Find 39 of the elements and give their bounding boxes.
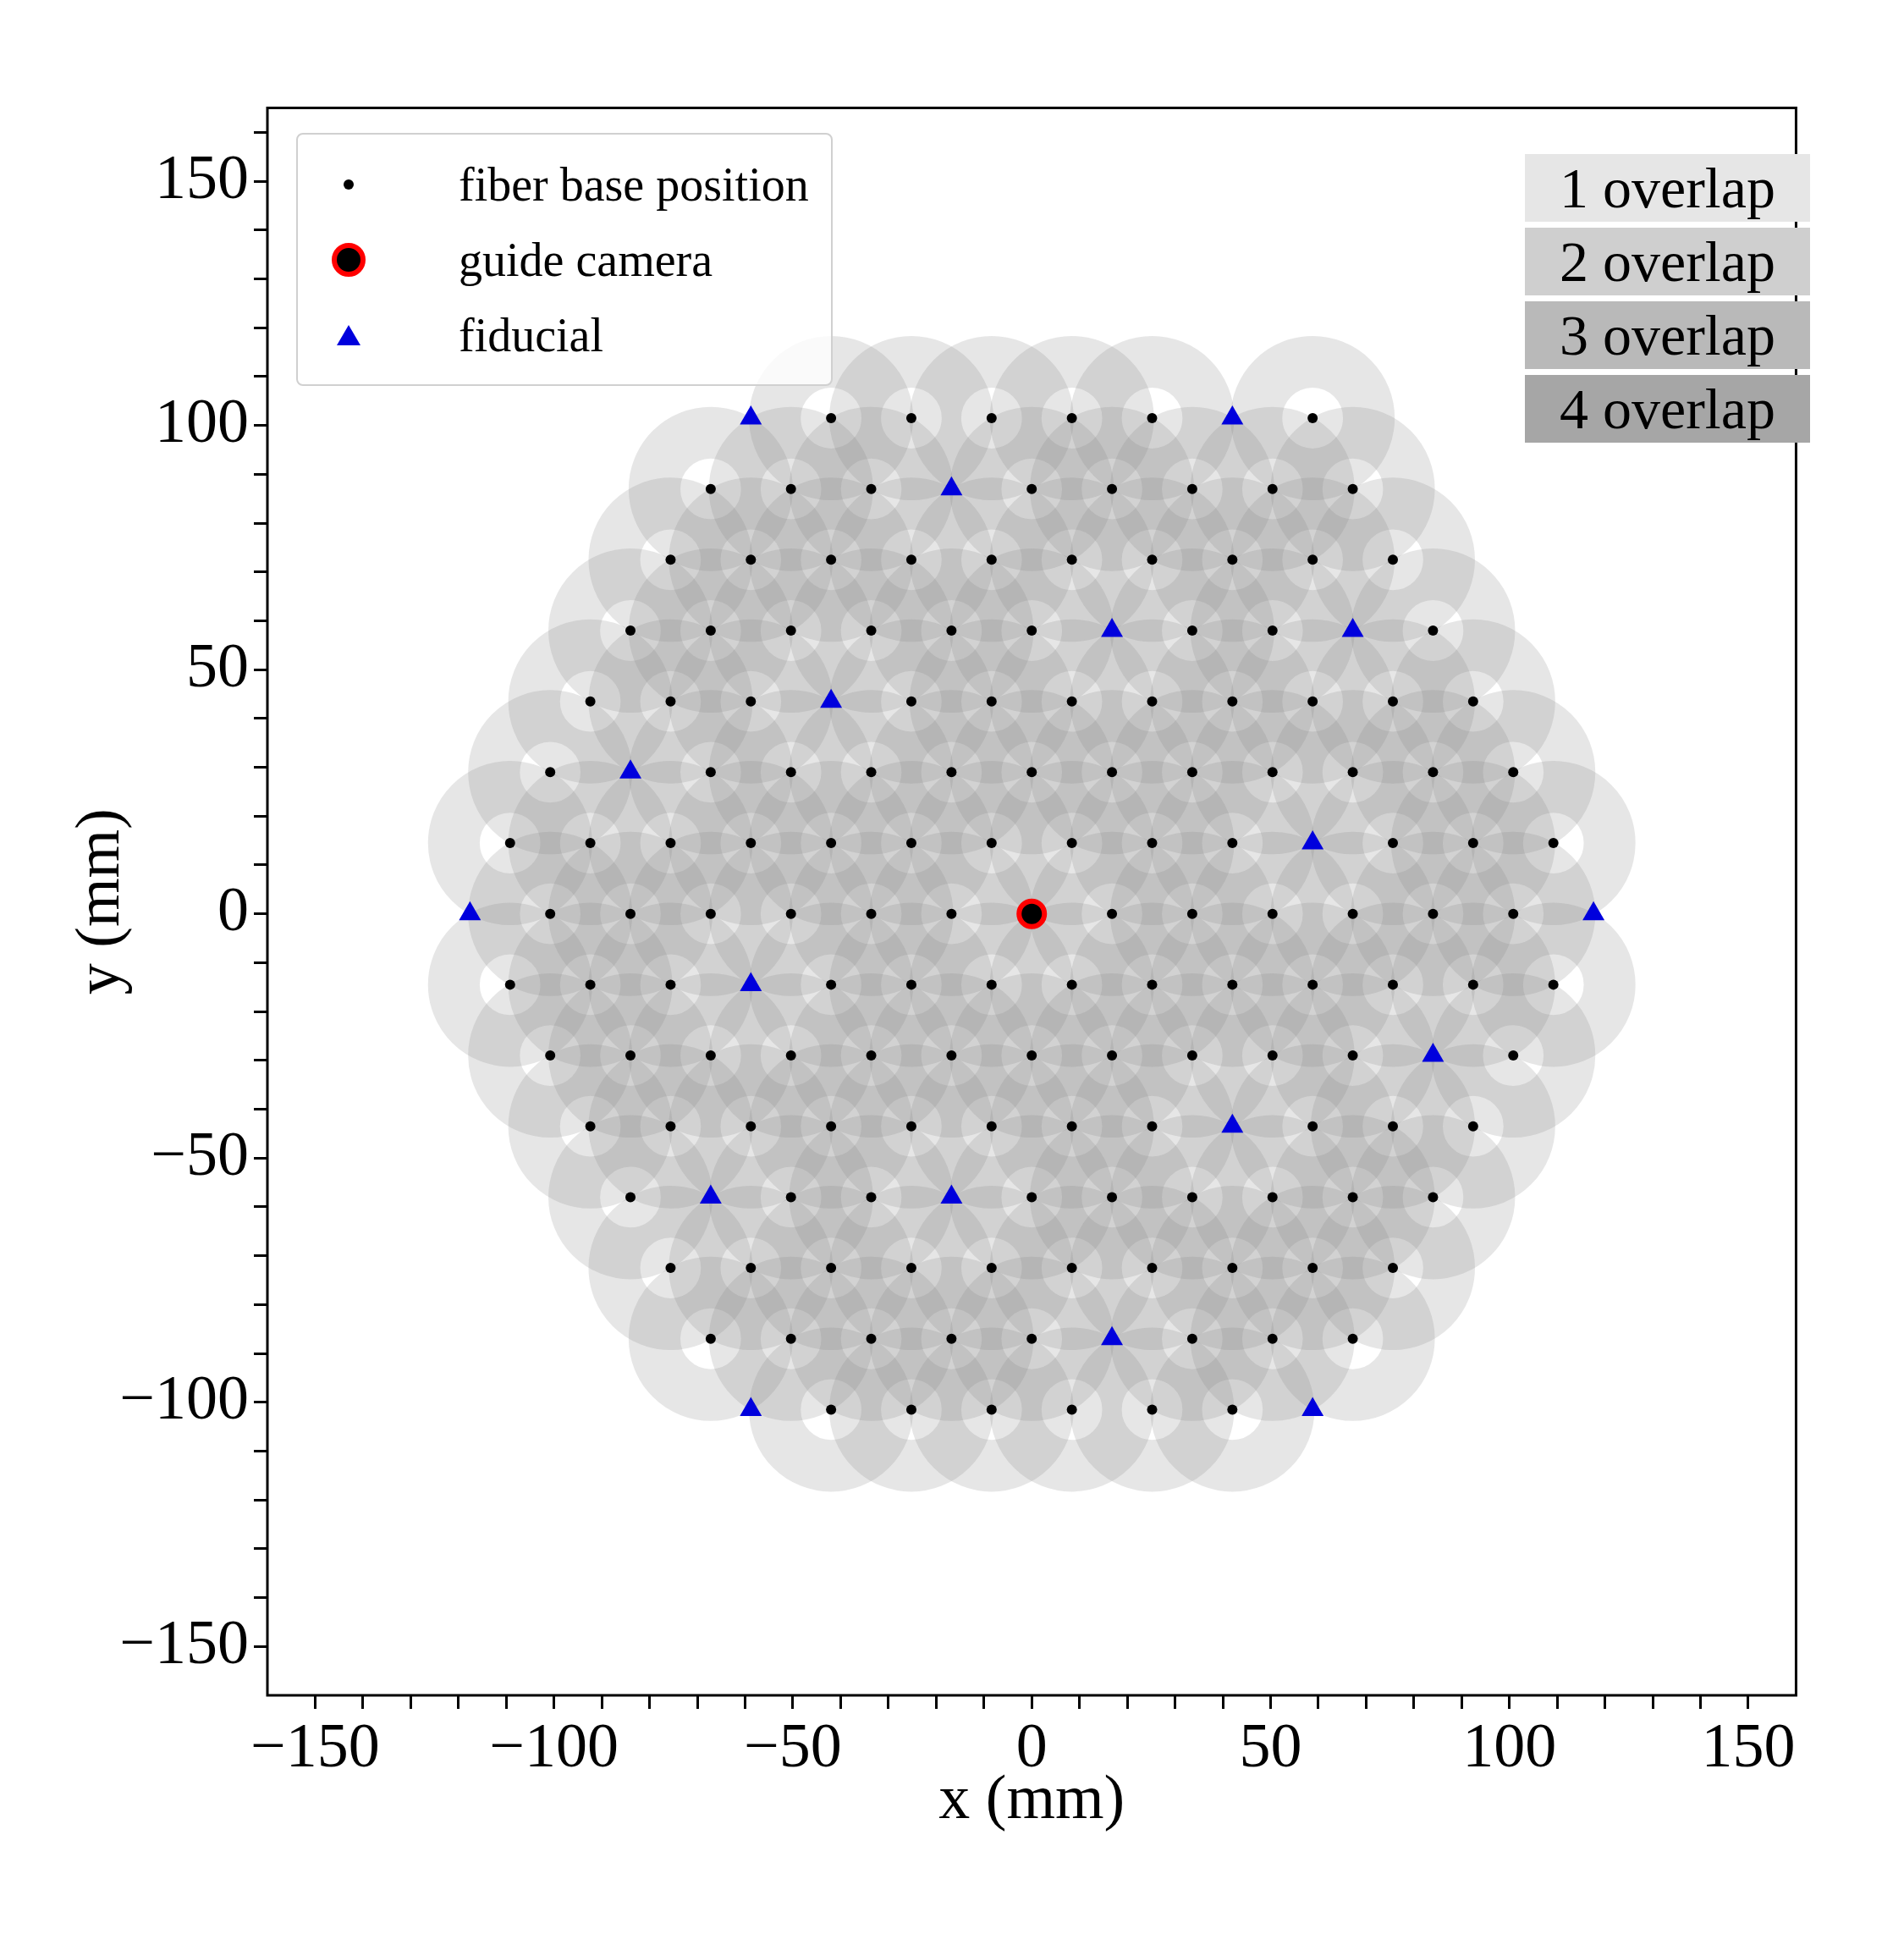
point xyxy=(1301,1397,1324,1416)
y-tick-label: −100 xyxy=(119,1363,249,1433)
point xyxy=(1221,405,1244,425)
x-tick-label: 100 xyxy=(1462,1710,1557,1780)
point xyxy=(740,1397,762,1416)
legend-label: fiber base position xyxy=(459,157,809,212)
y-tick-label: 50 xyxy=(186,630,249,700)
point xyxy=(740,972,762,991)
point xyxy=(1422,1043,1445,1062)
y-tick-label: 0 xyxy=(217,874,249,945)
x-tick-label: −100 xyxy=(489,1710,619,1780)
x-tick-label: −50 xyxy=(744,1710,842,1780)
x-tick-label: 50 xyxy=(1239,1710,1302,1780)
point xyxy=(619,759,642,779)
x-tick-label: 150 xyxy=(1701,1710,1796,1780)
point xyxy=(459,901,482,921)
point xyxy=(1101,618,1124,637)
annotation: 3 overlap xyxy=(1525,301,1810,369)
y-tick-label: −150 xyxy=(119,1606,249,1677)
annotation: 1 overlap xyxy=(1525,154,1810,222)
point xyxy=(699,1184,722,1204)
point xyxy=(1221,1113,1244,1133)
y-axis-title: y (mm) xyxy=(62,808,132,995)
point xyxy=(820,688,843,708)
point xyxy=(1341,618,1364,637)
point xyxy=(1582,901,1605,921)
y-tick-label: 150 xyxy=(155,141,249,212)
point xyxy=(1101,1325,1124,1346)
point xyxy=(740,405,762,425)
y-tick-label: −50 xyxy=(151,1118,249,1188)
legend-label: guide camera xyxy=(459,232,713,287)
annotation: 2 overlap xyxy=(1525,228,1810,295)
legend-label: fiducial xyxy=(459,307,604,362)
x-tick-label: −150 xyxy=(250,1710,380,1780)
annotation: 4 overlap xyxy=(1525,375,1810,443)
y-tick-label: 100 xyxy=(155,386,249,456)
point xyxy=(1301,830,1324,850)
point xyxy=(940,476,963,496)
point xyxy=(940,1184,963,1204)
